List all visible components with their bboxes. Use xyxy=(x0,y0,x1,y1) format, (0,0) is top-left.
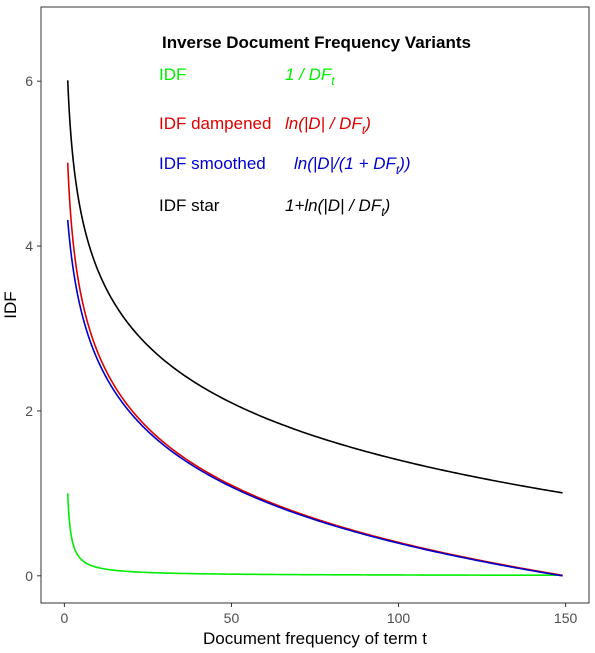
formula-subscript: t xyxy=(331,74,335,88)
series-line-4 xyxy=(66,80,563,494)
formula-end: )) xyxy=(397,154,410,173)
x-tick-label: 50 xyxy=(224,610,240,626)
y-axis-title: IDF xyxy=(1,291,20,318)
plot-panel xyxy=(40,6,590,604)
formula-main: 1+ln(|D| / DF xyxy=(285,196,383,215)
x-tick-label: 0 xyxy=(60,610,68,626)
legend-label: IDF dampened xyxy=(159,114,271,133)
x-axis-title: Document frequency of term t xyxy=(203,629,427,648)
x-tick-label: 100 xyxy=(387,610,411,626)
legend-label: IDF smoothed xyxy=(159,154,266,173)
formula-main: 1 / DF xyxy=(285,65,333,84)
x-axis: 0 50 100 150 xyxy=(60,603,578,626)
formula-main: ln(|D| / DF xyxy=(285,114,363,133)
y-axis: 0 2 4 6 xyxy=(25,73,41,584)
y-tick-label: 6 xyxy=(25,73,33,89)
series-line-3 xyxy=(66,219,563,577)
legend-label: IDF star xyxy=(159,196,220,215)
formula-subscript: t xyxy=(396,163,400,177)
formula-main: ln(|D|/(1 + DF xyxy=(294,154,397,173)
legend-label: IDF xyxy=(159,65,186,84)
legend-formula: ln(|D|/(1 + DFt)) xyxy=(294,154,411,177)
x-tick-label: 150 xyxy=(554,610,578,626)
y-tick-label: 0 xyxy=(25,568,33,584)
formula-end: ) xyxy=(363,114,371,133)
y-tick-label: 2 xyxy=(25,403,33,419)
y-tick-label: 4 xyxy=(25,238,33,254)
formula-end: ) xyxy=(383,196,391,215)
chart-title: Inverse Document Frequency Variants xyxy=(162,33,471,52)
legend-formula: 1 / DFt xyxy=(285,65,335,88)
series-lines xyxy=(66,80,563,577)
formula-subscript: t xyxy=(362,123,366,137)
series-line-1 xyxy=(66,493,563,577)
formula-subscript: t xyxy=(381,205,385,219)
legend-formula: 1+ln(|D| / DFt) xyxy=(285,196,390,219)
legend-formula: ln(|D| / DFt) xyxy=(285,114,371,137)
